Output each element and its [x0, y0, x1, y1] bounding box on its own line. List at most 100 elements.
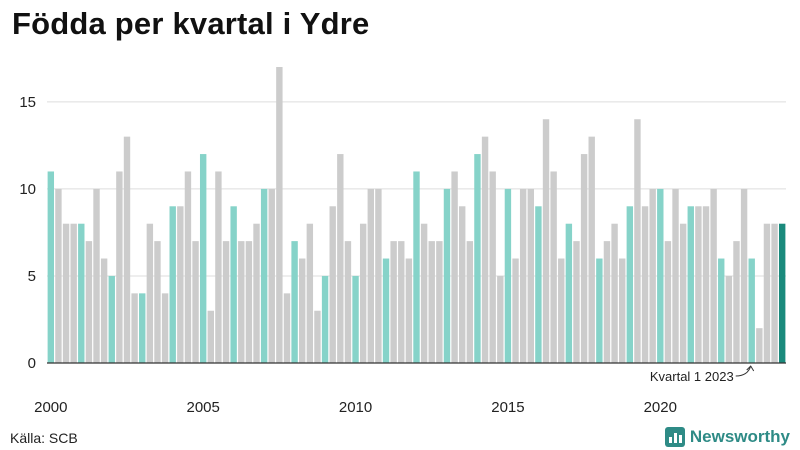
- bar-2007-k4: [283, 293, 291, 363]
- bar-2001-k3: [93, 188, 100, 363]
- bar-2015-k3: [519, 188, 527, 363]
- bar-2014-k3: [489, 171, 496, 363]
- bar-2022-k2: [725, 275, 733, 363]
- bar-2014-k4: [497, 275, 504, 363]
- bar-2017-k3: [580, 154, 588, 363]
- bar-2001-k2: [85, 241, 93, 363]
- bar-2019-k1: [626, 206, 634, 363]
- bar-2007-k3: [276, 67, 283, 363]
- bar-2008-k1: [291, 241, 298, 363]
- y-tick-label: 15: [19, 94, 36, 111]
- bar-2009-k3: [337, 154, 344, 363]
- bar-2006-k4: [253, 223, 260, 363]
- bar-2014-k1: [474, 154, 481, 363]
- bar-2022-k1: [718, 258, 725, 363]
- brand-name: Newsworthy: [689, 427, 790, 446]
- bar-2000-k1: [47, 171, 55, 363]
- bar-2001-k4: [100, 258, 108, 363]
- bar-2011-k1: [382, 258, 390, 363]
- bar-2016-k1: [535, 206, 542, 363]
- bar-2006-k2: [238, 241, 245, 363]
- bar-2017-k1: [565, 223, 573, 363]
- bar-2022-k4: [740, 188, 748, 363]
- bar-2009-k2: [329, 206, 336, 363]
- bar-2013-k3: [459, 206, 466, 363]
- bar-2010-k3: [367, 188, 374, 363]
- bar-2019-k4: [649, 188, 656, 363]
- bar-2006-k3: [245, 241, 253, 363]
- bar-2017-k4: [588, 136, 595, 363]
- bar-2000-k3: [62, 223, 70, 363]
- bar-2017-k2: [573, 241, 580, 363]
- bar-2005-k1: [199, 154, 207, 363]
- bar-chart-logo-icon: [664, 427, 685, 447]
- x-tick-label: 2015: [491, 399, 524, 416]
- bar-2020-k1: [657, 188, 664, 363]
- bar-2001-k1: [78, 223, 85, 363]
- bar-2018-k3: [611, 223, 618, 363]
- annotation: Kvartal 1 2023: [650, 365, 755, 384]
- bar-2012-k3: [428, 241, 435, 363]
- bar-2004-k2: [177, 206, 184, 363]
- bar-2014-k2: [481, 136, 489, 363]
- x-tick-labels: 2000 2005 2010 2015 2020: [34, 399, 677, 416]
- bar-2008-k2: [299, 258, 306, 363]
- y-tick-label: 0: [28, 355, 36, 372]
- bar-2009-k1: [321, 275, 329, 363]
- bar-2008-k4: [314, 310, 321, 363]
- bar-2021-k3: [702, 206, 710, 363]
- bar-chart: 0 5 10 15 2000 2005 2010 2015 2020 Kvartal 1 20…: [19, 67, 786, 416]
- bar-2007-k2: [268, 188, 275, 363]
- y-tick-labels: 0 5 10 15: [19, 94, 36, 372]
- bar-2007-k1: [260, 188, 268, 363]
- bar-2013-k1: [443, 188, 451, 363]
- bar-2005-k2: [207, 310, 214, 363]
- newsworthy-logo: Newsworthy: [664, 425, 790, 449]
- bar-2010-k1: [352, 275, 359, 363]
- bar-2004-k1: [169, 206, 176, 363]
- bar-2002-k4: [131, 293, 138, 363]
- bar-2010-k2: [359, 223, 367, 363]
- bar-2004-k3: [184, 171, 192, 363]
- source-note: Källa: SCB: [10, 430, 78, 446]
- y-tick-label: 10: [19, 181, 36, 198]
- y-tick-label: 5: [28, 268, 36, 285]
- bar-2013-k2: [451, 171, 458, 363]
- bar-2008-k3: [306, 223, 314, 363]
- bar-2021-k4: [710, 188, 717, 363]
- chart-title: Födda per kvartal i Ydre: [12, 6, 370, 41]
- bar-2012-k1: [413, 171, 420, 363]
- bar-2023-k4: [771, 223, 778, 363]
- bar-2013-k4: [466, 241, 474, 363]
- bar-2010-k4: [375, 188, 382, 363]
- bar-2000-k4: [70, 223, 77, 363]
- bars: [47, 67, 786, 364]
- x-tick-label: 2010: [339, 399, 372, 416]
- bar-2021-k2: [695, 206, 702, 363]
- bar-2019-k2: [634, 119, 641, 364]
- bar-2018-k2: [603, 241, 611, 363]
- bar-2019-k3: [641, 206, 649, 363]
- bar-2002-k3: [123, 136, 131, 363]
- bar-2023-k2: [756, 328, 763, 363]
- bar-2018-k4: [619, 258, 626, 363]
- bar-2016-k4: [558, 258, 565, 363]
- bar-2005-k3: [215, 171, 222, 363]
- bar-2012-k4: [436, 241, 443, 363]
- bar-2004-k4: [192, 241, 199, 363]
- bar-2003-k4: [161, 293, 169, 363]
- bar-2018-k1: [596, 258, 603, 363]
- annotation-arrow: [735, 365, 752, 377]
- bar-2009-k4: [344, 241, 352, 363]
- bar-2023-k1: [748, 258, 755, 363]
- x-tick-label: 2020: [644, 399, 677, 416]
- bar-2020-k4: [679, 223, 687, 363]
- bar-2011-k4: [405, 258, 413, 363]
- x-tick-label: 2005: [186, 399, 219, 416]
- bar-2020-k3: [672, 188, 679, 363]
- bar-2003-k2: [146, 223, 154, 363]
- bar-2016-k2: [542, 119, 550, 364]
- bar-2002-k2: [116, 171, 123, 363]
- bar-2016-k3: [550, 171, 557, 363]
- bar-2003-k1: [139, 293, 146, 363]
